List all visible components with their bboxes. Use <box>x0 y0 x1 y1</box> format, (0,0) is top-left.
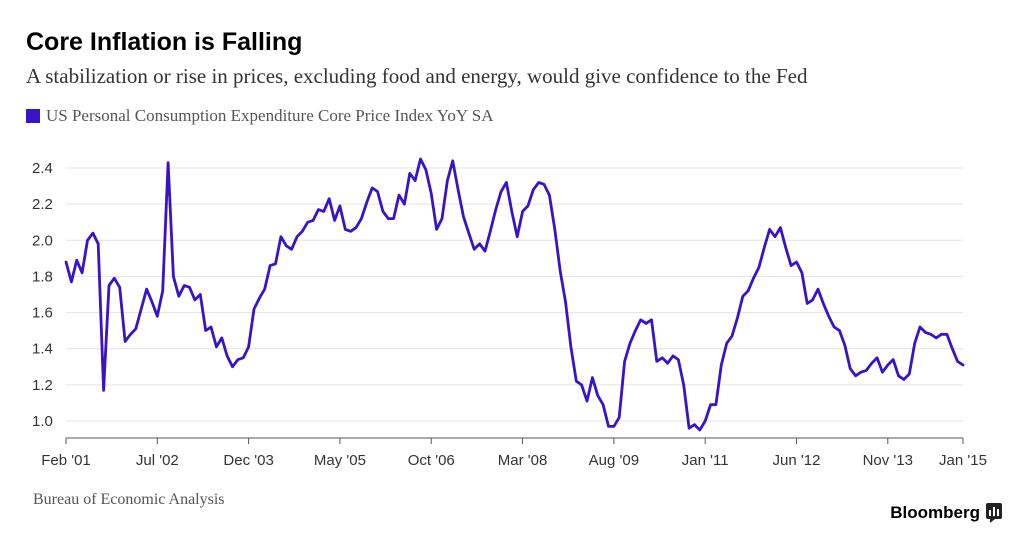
x-tick-label: Nov '13 <box>863 452 913 469</box>
y-axis-labels: 1.0 1.2 1.4 1.6 1.8 2.0 2.2 2.4 <box>32 160 53 430</box>
chart-subtitle: A stabilization or rise in prices, exclu… <box>26 64 808 88</box>
series-line <box>64 157 965 432</box>
source-note: Bureau of Economic Analysis <box>33 491 225 508</box>
chart-title: Core Inflation is Falling <box>26 28 303 56</box>
y-tick-label: 2.4 <box>32 160 53 177</box>
x-tick-label: Aug '09 <box>589 452 639 469</box>
x-tick-label: Jan '11 <box>682 452 729 469</box>
x-tick-label: Oct '06 <box>408 452 455 469</box>
series-lines <box>64 157 965 432</box>
x-tick-label: Dec '03 <box>223 452 273 469</box>
y-tick-label: 1.4 <box>32 341 53 358</box>
y-tick-label: 1.2 <box>32 377 53 394</box>
legend-label: US Personal Consumption Expenditure Core… <box>46 106 494 125</box>
x-tick-label: Jul '02 <box>136 452 179 469</box>
x-tick-label: Mar '08 <box>498 452 548 469</box>
x-tick-label: Jan '15 <box>939 452 987 469</box>
y-tick-label: 1.0 <box>32 413 53 430</box>
x-axis-labels: Feb '01 Jul '02 Dec '03 May '05 Oct '06 Mar '… <box>41 438 987 469</box>
y-tick-label: 2.2 <box>32 196 53 213</box>
legend: US Personal Consumption Expenditure Core… <box>26 106 494 126</box>
gridlines <box>66 167 963 422</box>
x-tick-label: Feb '01 <box>41 452 91 469</box>
x-tick-label: Jun '12 <box>773 452 821 469</box>
y-tick-label: 1.8 <box>32 268 53 285</box>
brand-name: Bloomberg <box>890 503 980 522</box>
brand: Bloomberg <box>890 503 1002 523</box>
x-tick-label: May '05 <box>314 452 366 469</box>
legend-swatch <box>26 109 40 123</box>
bloomberg-terminal-icon <box>986 503 1002 523</box>
y-tick-label: 1.6 <box>32 305 53 322</box>
y-tick-label: 2.0 <box>32 232 53 249</box>
